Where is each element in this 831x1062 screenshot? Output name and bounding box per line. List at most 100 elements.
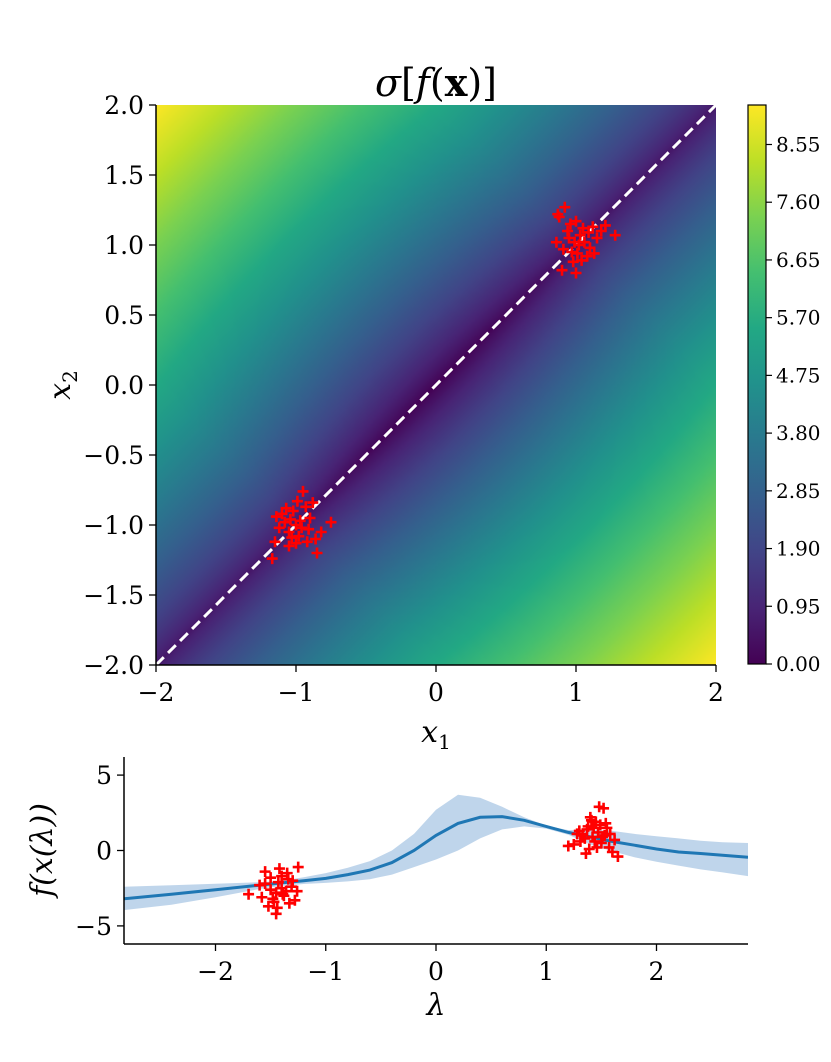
heatmap-point bbox=[577, 222, 589, 234]
line-plot-point bbox=[265, 884, 277, 896]
heatmap-point bbox=[581, 250, 593, 262]
line-plot-xtick-label: 1 bbox=[538, 957, 554, 986]
line-plot-point bbox=[598, 802, 610, 814]
heatmap-ytick-label: 2.0 bbox=[104, 91, 144, 120]
heatmap-point bbox=[300, 501, 312, 513]
heatmap-point bbox=[269, 536, 281, 548]
heatmap-title: σ[f(x)] bbox=[375, 60, 497, 105]
heatmap-point bbox=[557, 243, 569, 255]
line-plot-point bbox=[254, 879, 266, 891]
diagonal-dashed-line bbox=[154, 103, 718, 667]
heatmap-point bbox=[595, 225, 607, 237]
heatmap-point bbox=[576, 254, 588, 266]
line-plot-point bbox=[289, 894, 301, 906]
line-plot-point bbox=[291, 885, 303, 897]
line-plot-point bbox=[574, 835, 586, 847]
heatmap-point bbox=[297, 485, 309, 497]
line-plot-point bbox=[594, 819, 606, 831]
heatmap-point bbox=[563, 232, 575, 244]
line-plot-xtick-label: 0 bbox=[428, 957, 444, 986]
heatmap-point bbox=[584, 242, 596, 254]
line-plot-point bbox=[581, 823, 593, 835]
colorbar-tick-label: 4.75 bbox=[776, 363, 821, 387]
line-plot-ytick-label: 0 bbox=[96, 837, 112, 866]
heatmap-xtick-label: 1 bbox=[568, 678, 584, 707]
heatmap-ytick-label: 1.0 bbox=[104, 231, 144, 260]
heatmap-yticks: 2.0 1.5 1.0 0.5 0.0 −0.5 −1.0 −1.5 −2.0 bbox=[83, 91, 156, 680]
heatmap-xtick-label: −2 bbox=[138, 678, 175, 707]
line-plot-point bbox=[243, 888, 255, 900]
heatmap-point bbox=[570, 267, 582, 279]
line-plot-point bbox=[583, 843, 595, 855]
line-plot-ytick-label: −5 bbox=[75, 912, 112, 941]
heatmap-point bbox=[571, 247, 583, 259]
heatmap-ytick-label: −1.0 bbox=[83, 511, 144, 540]
heatmap-point bbox=[583, 226, 595, 238]
heatmap-point bbox=[578, 236, 590, 248]
heatmap-ytick-label: −0.5 bbox=[83, 441, 144, 470]
heatmap-ytick-label: 1.5 bbox=[104, 161, 144, 190]
heatmap-point bbox=[569, 236, 581, 248]
heatmap-point bbox=[552, 208, 564, 220]
heatmap-point bbox=[296, 522, 308, 534]
colorbar-tick-label: 7.60 bbox=[776, 190, 821, 214]
heatmap-point bbox=[550, 236, 562, 248]
line-plot-yticks: 5 0 −5 bbox=[75, 761, 124, 941]
heatmap-point bbox=[567, 256, 579, 268]
heatmap-xtick-label: 2 bbox=[708, 678, 724, 707]
line-plot-point bbox=[596, 831, 608, 843]
heatmap-point bbox=[310, 533, 322, 545]
line-plot-point bbox=[271, 902, 283, 914]
heatmap-point bbox=[315, 526, 327, 538]
colorbar-tick-label: 5.70 bbox=[776, 306, 821, 330]
heatmap-point bbox=[284, 513, 296, 525]
heatmap-point bbox=[599, 219, 611, 231]
colorbar-tick-label: 1.90 bbox=[776, 537, 821, 561]
uncertainty-band bbox=[124, 794, 748, 911]
line-plot-point bbox=[591, 841, 603, 853]
heatmap-ytick-label: −2.0 bbox=[83, 651, 144, 680]
heatmap-point bbox=[304, 512, 316, 524]
heatmap-point bbox=[559, 201, 571, 213]
line-plot-point bbox=[283, 897, 295, 909]
line-plot-point bbox=[589, 835, 601, 847]
heatmap-points bbox=[266, 201, 621, 565]
heatmap-xtick-label: 0 bbox=[428, 678, 444, 707]
heatmap-point bbox=[266, 553, 278, 565]
heatmap-point bbox=[311, 547, 323, 559]
line-plot-point bbox=[256, 891, 268, 903]
line-plot-point bbox=[272, 876, 284, 888]
heatmap-point bbox=[283, 540, 295, 552]
heatmap-point bbox=[283, 526, 295, 538]
colorbar-tick-label: 8.55 bbox=[776, 132, 821, 156]
line-plot-xtick-label: −2 bbox=[197, 957, 234, 986]
heatmap-point bbox=[564, 218, 576, 230]
heatmap-point bbox=[566, 246, 578, 258]
colorbar-tick-label: 0.95 bbox=[776, 594, 821, 618]
line-plot-point bbox=[599, 829, 611, 841]
line-plot-point bbox=[600, 817, 612, 829]
heatmap-point bbox=[591, 232, 603, 244]
heatmap-xlabel: x1 bbox=[421, 715, 451, 754]
heatmap-point bbox=[301, 536, 313, 548]
line-plot-point bbox=[265, 872, 277, 884]
line-plot-point bbox=[603, 841, 615, 853]
line-plot-ytick-label: 5 bbox=[96, 761, 112, 790]
line-plot-xticks: −2 −1 0 1 2 bbox=[197, 944, 664, 986]
heatmap-ytick-label: 0.5 bbox=[104, 301, 144, 330]
line-plot-point bbox=[562, 840, 574, 852]
heatmap-point bbox=[280, 502, 292, 514]
heatmap-point bbox=[325, 516, 337, 528]
heatmap-point bbox=[276, 508, 288, 520]
line-plot-xtick-label: −1 bbox=[307, 957, 344, 986]
heatmap-xticks: −2 −1 0 1 2 bbox=[138, 665, 724, 707]
line-plot-point bbox=[609, 834, 621, 846]
heatmap-point bbox=[273, 522, 285, 534]
heatmap-point bbox=[287, 505, 299, 517]
colorbar-tick-label: 3.80 bbox=[776, 421, 821, 445]
line-plot-point bbox=[276, 870, 288, 882]
heatmap-ytick-label: 0.0 bbox=[104, 371, 144, 400]
colorbar-tick-label: 6.65 bbox=[776, 248, 821, 272]
line-plot-point bbox=[273, 863, 285, 875]
heatmap-ytick-label: −1.5 bbox=[83, 581, 144, 610]
